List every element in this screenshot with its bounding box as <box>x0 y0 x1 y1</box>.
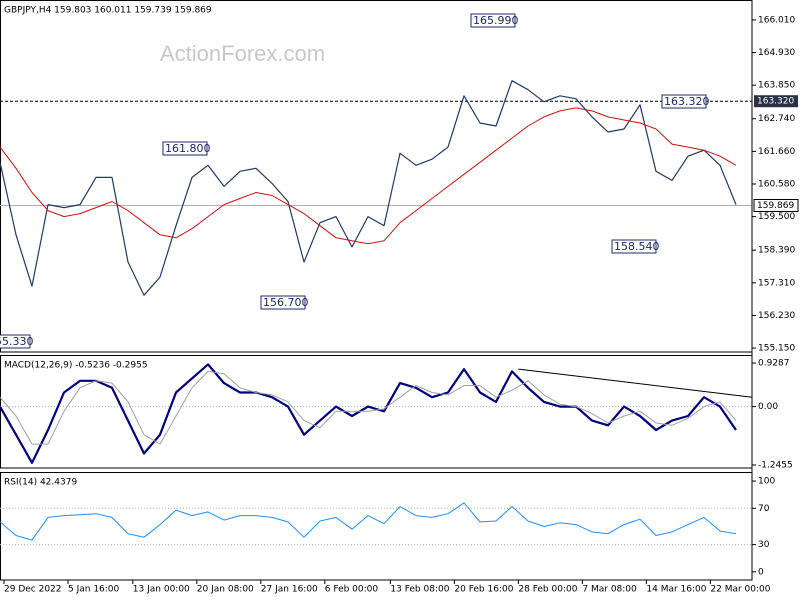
x-tick-label: 13 Jan 00:00 <box>133 585 190 595</box>
panel-title: GBPJPY,H4 159.803 160.011 159.739 159.86… <box>4 6 212 16</box>
y-tick-label: 100 <box>758 477 775 487</box>
annotation-box <box>470 13 516 28</box>
y-tick-label: 161.660 <box>758 147 795 157</box>
x-tick-label: 13 Feb 08:00 <box>390 585 449 595</box>
y-tick-label: 160.580 <box>758 180 795 190</box>
x-tick-label: 29 Dec 2022 <box>4 585 62 595</box>
annotation: 161.800 <box>165 142 211 155</box>
x-tick-label: 20 Jan 08:00 <box>197 585 254 595</box>
y-tick-label: 166.010 <box>758 15 795 25</box>
x-tick-label: 14 Mar 16:00 <box>646 585 706 595</box>
level-label-box <box>754 95 798 108</box>
y-tick-label: 0 <box>758 567 764 577</box>
level-label-box <box>753 198 799 212</box>
annotation: 158.540 <box>614 240 660 253</box>
annotation-box <box>260 295 306 310</box>
series-line <box>0 107 737 245</box>
trend-line <box>518 368 753 398</box>
annotation-box <box>661 94 707 109</box>
level-label: 159.869 <box>757 201 794 211</box>
series-line <box>0 502 737 541</box>
x-tick-label: 27 Jan 16:00 <box>261 585 318 595</box>
y-tick-label: 0.9287 <box>758 359 790 369</box>
panel-title: MACD(12,26,9) -0.5236 -0.2955 <box>4 361 148 371</box>
series-line <box>0 363 737 464</box>
annotation-box <box>0 334 31 349</box>
x-tick-label: 5 Jan 16:00 <box>68 585 120 595</box>
y-tick-label: 155.150 <box>758 344 795 354</box>
y-tick-label: 156.230 <box>758 311 795 321</box>
annotation: 155.330 <box>0 335 34 348</box>
x-tick-label: 28 Feb 00:00 <box>518 585 577 595</box>
series-line <box>0 370 737 445</box>
y-tick-label: 163.850 <box>758 81 795 91</box>
x-tick-label: 22 Mar 00:00 <box>710 585 770 595</box>
annotation: 156.700 <box>263 296 309 309</box>
y-tick-label: -1.2455 <box>758 460 793 470</box>
annotation-box <box>162 141 208 156</box>
x-tick-label: 6 Feb 00:00 <box>325 585 379 595</box>
annotation-box <box>611 239 657 254</box>
y-tick-label: 0.00 <box>758 402 778 412</box>
annotation: 163.320 <box>664 95 710 108</box>
watermark: ActionForex.com <box>160 41 325 66</box>
annotation: 165.990 <box>473 14 519 27</box>
x-tick-label: 20 Feb 16:00 <box>454 585 513 595</box>
level-label: 163.320 <box>757 97 794 107</box>
y-tick-label: 162.740 <box>758 114 795 124</box>
y-tick-label: 30 <box>758 540 770 550</box>
y-tick-label: 158.390 <box>758 246 795 256</box>
series-line <box>0 80 737 296</box>
y-tick-label: 159.500 <box>758 212 795 222</box>
y-tick-label: 70 <box>758 504 770 514</box>
panel-title: RSI(14) 42.4379 <box>4 478 77 488</box>
y-tick-label: 157.310 <box>758 278 795 288</box>
x-tick-label: 7 Mar 08:00 <box>582 585 637 595</box>
y-tick-label: 164.930 <box>758 48 795 58</box>
